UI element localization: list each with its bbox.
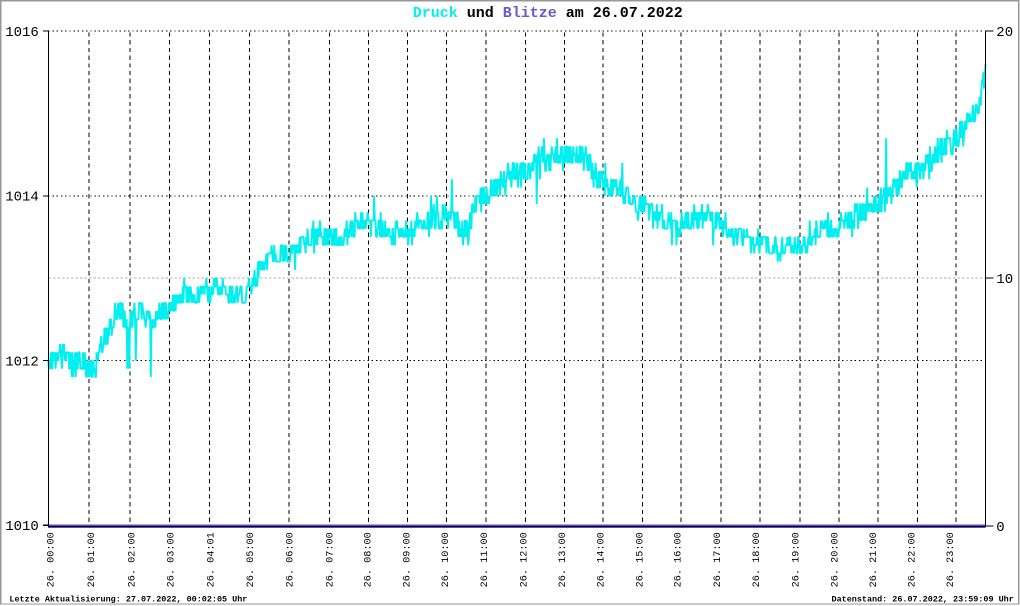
svg-text:26. 22:00: 26. 22:00 [908, 532, 919, 587]
svg-text:26. 12:00: 26. 12:00 [519, 532, 530, 587]
svg-text:20: 20 [996, 25, 1013, 41]
svg-text:1016: 1016 [5, 25, 39, 41]
svg-text:26. 01:00: 26. 01:00 [87, 532, 98, 587]
svg-text:26. 04:01: 26. 04:01 [206, 532, 217, 587]
svg-text:26. 09:00: 26. 09:00 [403, 532, 414, 587]
svg-text:Datenstand: 26.07.2022, 23:59:: Datenstand: 26.07.2022, 23:59:09 Uhr [832, 594, 1014, 604]
svg-text:26. 02:00: 26. 02:00 [127, 532, 138, 587]
svg-text:26. 06:00: 26. 06:00 [285, 532, 296, 587]
svg-text:1012: 1012 [5, 354, 39, 370]
svg-text:Druck und Blitze am 26.07.2022: Druck und Blitze am 26.07.2022 [413, 5, 683, 22]
svg-text:26. 08:00: 26. 08:00 [364, 532, 375, 587]
svg-text:0: 0 [996, 520, 1004, 536]
svg-text:26. 14:00: 26. 14:00 [596, 532, 607, 587]
svg-text:10: 10 [996, 272, 1013, 288]
svg-text:26. 13:00: 26. 13:00 [558, 532, 569, 587]
svg-text:26. 05:00: 26. 05:00 [246, 532, 257, 587]
svg-text:26. 17:00: 26. 17:00 [713, 532, 724, 587]
svg-text:26. 07:00: 26. 07:00 [325, 532, 336, 587]
svg-text:1010: 1010 [5, 519, 39, 535]
svg-text:Letzte Aktualisierung: 27.07.2: Letzte Aktualisierung: 27.07.2022, 00:02… [9, 594, 247, 604]
svg-text:26. 20:00: 26. 20:00 [830, 532, 841, 587]
svg-text:26. 18:00: 26. 18:00 [752, 532, 763, 587]
svg-text:1014: 1014 [5, 190, 39, 206]
svg-text:26. 15:00: 26. 15:00 [635, 532, 646, 587]
svg-text:26. 19:00: 26. 19:00 [792, 532, 803, 587]
svg-text:26. 23:00: 26. 23:00 [946, 532, 957, 587]
svg-text:26. 10:00: 26. 10:00 [441, 532, 452, 587]
svg-text:26. 16:00: 26. 16:00 [674, 532, 685, 587]
svg-text:26. 00:00: 26. 00:00 [47, 532, 58, 587]
svg-text:26. 11:00: 26. 11:00 [480, 532, 491, 587]
svg-text:26. 21:00: 26. 21:00 [869, 532, 880, 587]
svg-text:26. 03:00: 26. 03:00 [167, 532, 178, 587]
